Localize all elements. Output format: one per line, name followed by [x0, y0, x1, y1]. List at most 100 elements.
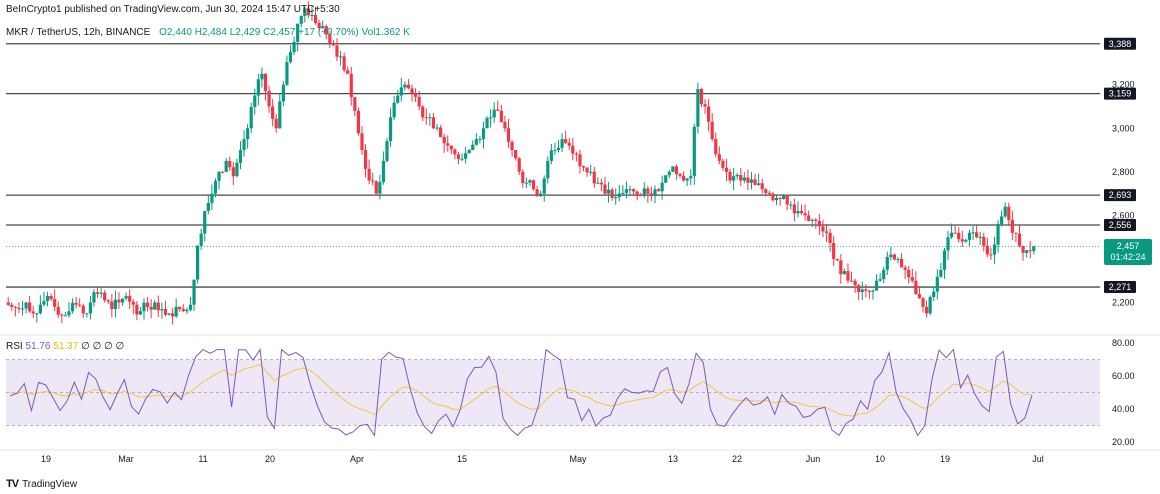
candle-body [560, 139, 564, 148]
candle-body [496, 109, 500, 111]
candle-body [242, 139, 246, 151]
candle-body [288, 52, 293, 62]
candle-body [896, 258, 900, 260]
candle-body [724, 167, 729, 172]
horizontal-levels: 3,388 3,159 2,693 2,556 2,271 [6, 37, 1136, 294]
candle-body [839, 260, 843, 275]
candle-body [92, 292, 96, 303]
candle-body [578, 154, 582, 167]
tradingview-logo-icon: TV [6, 478, 19, 490]
rsi-tick-label: 20.00 [1112, 437, 1135, 447]
candle-body [489, 117, 493, 119]
candle-body [978, 236, 982, 238]
footer-brand[interactable]: TradingView [22, 478, 78, 490]
candle-body [571, 145, 575, 154]
candle-body [188, 304, 193, 310]
candle-body [235, 162, 239, 177]
candle-body [1010, 219, 1014, 233]
candle-body [128, 295, 132, 302]
candle-body [170, 313, 175, 317]
x-tick-label: 15 [457, 454, 467, 464]
candle-body [63, 315, 67, 317]
candle-body [506, 128, 511, 142]
symbol-label[interactable]: MKR / TetherUS, 12h, BINANCE [6, 27, 151, 38]
candle-body [828, 232, 832, 243]
candle-body [70, 302, 75, 312]
candle-body [910, 277, 914, 281]
candle-body [671, 166, 675, 172]
candle-body [246, 128, 250, 140]
candle-body [199, 233, 203, 246]
candle-body [696, 89, 700, 127]
candle-body [574, 153, 578, 155]
candle-body [799, 211, 804, 214]
candle-body [99, 292, 103, 294]
candle-body [596, 182, 600, 184]
candle-body [103, 292, 107, 301]
candle-body [449, 145, 453, 150]
candle-body [324, 26, 328, 35]
candle-body [742, 177, 746, 181]
candle-body [760, 183, 764, 190]
candle-body [6, 302, 10, 305]
candle-body [975, 232, 979, 238]
rsi-label[interactable]: RSI [6, 341, 23, 352]
candle-body [88, 302, 93, 314]
x-tick-label: 22 [732, 454, 742, 464]
candle-body [553, 150, 557, 152]
candle-body [674, 166, 679, 174]
candle-body [117, 299, 121, 303]
candle-body [871, 290, 875, 292]
candle-body [185, 309, 189, 312]
candle-body [1025, 250, 1029, 253]
y-tick-label: 3,000 [1112, 123, 1135, 133]
rsi-band [6, 359, 1100, 426]
candle-body [20, 308, 25, 310]
candle-body [145, 302, 150, 307]
candle-body [878, 279, 882, 281]
candle-body [56, 306, 60, 315]
candle-body [213, 180, 218, 194]
candle-body [453, 149, 457, 155]
rsi-tick-label: 60.00 [1112, 371, 1135, 381]
candle-body [949, 232, 954, 238]
candle-body [410, 88, 414, 94]
candle-body [767, 193, 771, 195]
rsi-extra-values: ∅ ∅ ∅ ∅ [81, 341, 125, 352]
candle-body [224, 160, 228, 172]
candle-body [499, 110, 503, 123]
rsi-legend: RSI 51.76 51.37 ∅ ∅ ∅ ∅ [6, 341, 124, 352]
candle-body [524, 182, 528, 184]
candle-body [914, 280, 918, 295]
candle-body [303, 8, 307, 16]
candle-body [421, 106, 425, 118]
candle-body [210, 193, 214, 203]
candle-body [774, 197, 779, 201]
candle-body [749, 179, 754, 183]
publisher-text: BeInCrypto1 published on TradingView.com… [6, 4, 340, 15]
candle-body [1000, 216, 1004, 225]
candle-body [492, 109, 496, 118]
candle-body [438, 127, 443, 137]
candle-body [549, 150, 553, 161]
candle-body [428, 117, 432, 119]
candle-body [331, 43, 335, 46]
candle-body [403, 84, 407, 88]
candle-body [142, 302, 146, 312]
candle-body [356, 110, 361, 134]
candle-body [864, 289, 868, 291]
candle-body [681, 175, 686, 181]
candle-body [263, 73, 268, 91]
candle-body [689, 176, 693, 179]
candle-body [732, 176, 736, 181]
candle-body [328, 34, 332, 44]
ohlc-close: C2,457 [263, 27, 296, 38]
candle-body [628, 189, 632, 191]
candle-body [599, 182, 604, 185]
rsi-value: 51.76 [25, 341, 51, 352]
candle-body [646, 188, 650, 194]
candle-body [174, 306, 178, 317]
candle-body [621, 192, 625, 194]
candle-body [846, 271, 850, 281]
candle-body [203, 211, 207, 234]
